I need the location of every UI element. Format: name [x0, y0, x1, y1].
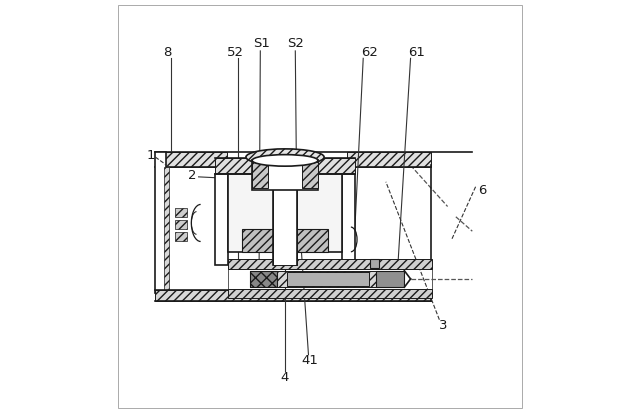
Bar [156, 152, 166, 293]
Bar [370, 259, 380, 268]
Bar [164, 167, 170, 293]
Text: 41: 41 [301, 354, 318, 367]
Bar [273, 170, 298, 265]
Bar [287, 272, 369, 285]
Text: 3: 3 [439, 319, 448, 332]
Bar [302, 162, 318, 188]
Bar [250, 271, 276, 287]
Bar [175, 208, 188, 217]
Text: 4: 4 [281, 371, 289, 384]
Bar [215, 158, 355, 173]
Bar [175, 233, 188, 242]
Bar [252, 162, 268, 188]
Text: 8: 8 [163, 46, 172, 59]
Text: 62: 62 [361, 46, 378, 59]
Text: 6: 6 [478, 183, 487, 197]
Bar [228, 289, 432, 298]
Bar [252, 160, 318, 190]
Bar [215, 173, 228, 265]
Text: 61: 61 [408, 46, 425, 59]
Ellipse shape [252, 154, 318, 166]
Bar [347, 152, 431, 167]
Ellipse shape [246, 149, 324, 165]
Bar [250, 271, 378, 287]
Bar [228, 173, 342, 252]
Bar [376, 271, 404, 287]
Bar [175, 220, 188, 229]
Bar [156, 152, 227, 167]
Bar [228, 269, 432, 289]
Text: 52: 52 [227, 46, 244, 59]
Text: 1: 1 [147, 149, 156, 161]
Bar [342, 173, 355, 265]
Text: S2: S2 [287, 38, 304, 50]
Bar [228, 259, 432, 269]
Text: S1: S1 [253, 38, 270, 50]
Bar [156, 290, 431, 301]
Text: 2: 2 [188, 169, 196, 182]
Bar [242, 229, 328, 252]
